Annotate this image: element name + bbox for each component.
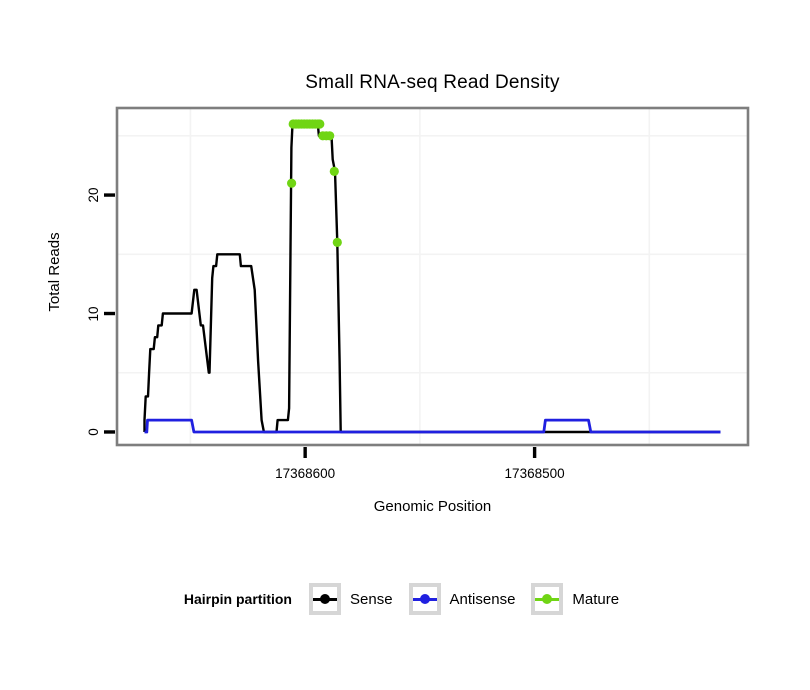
mature-point	[287, 178, 297, 188]
legend-label-antisense: Antisense	[449, 590, 516, 608]
panel-border	[115, 106, 750, 447]
mature-point	[315, 119, 325, 129]
chart-title: Small RNA-seq Read Density	[305, 72, 560, 93]
mature-point	[329, 166, 339, 176]
x-tick-label: 17368500	[504, 466, 565, 481]
legend-key-sense	[309, 583, 341, 615]
mature-point	[332, 237, 342, 247]
legend-key-mature	[531, 583, 564, 615]
legend-label-sense: Sense	[350, 590, 393, 608]
antisense-dot-swatch	[419, 594, 430, 604]
mature-point	[325, 131, 335, 141]
mature-dot-swatch	[542, 594, 553, 604]
legend-title: Hairpin partition	[183, 591, 292, 607]
legend: Hairpin partition Sense Antisense Mature	[0, 582, 810, 616]
sense-dot-swatch	[320, 594, 330, 604]
x-axis-title: Genomic Position	[373, 498, 492, 515]
x-tick-label: 17368600	[275, 466, 336, 481]
series-sense	[143, 122, 721, 434]
legend-key-antisense	[408, 583, 441, 615]
legend-label-mature: Mature	[572, 590, 620, 608]
series-antisense	[144, 418, 721, 434]
